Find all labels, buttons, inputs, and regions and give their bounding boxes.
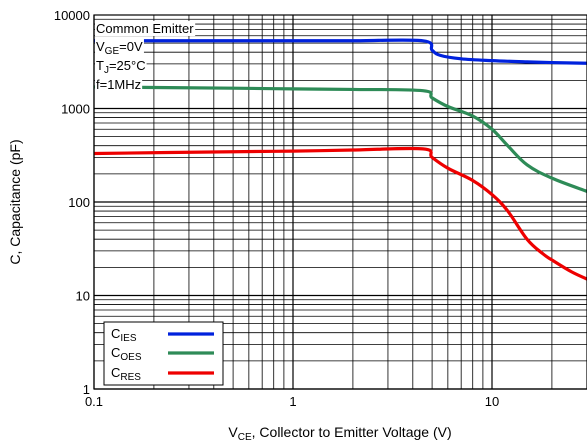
legend-label-main: C <box>111 365 120 380</box>
legend-label-oes: COES <box>111 345 142 363</box>
series-lines <box>94 38 587 281</box>
y-tick-label: 10 <box>76 289 90 304</box>
x-axis-label-main: V <box>228 424 238 440</box>
condition-main: V <box>96 39 105 54</box>
legend-label-main: C <box>111 345 120 360</box>
condition-text: TJ=25°C <box>96 58 146 76</box>
legend-label-main: C <box>111 326 120 341</box>
legend-label-sub: RES <box>120 372 141 383</box>
condition-sub: GE <box>105 46 120 57</box>
series-line-oes <box>94 85 587 193</box>
condition-main: f=1MHz <box>96 77 141 92</box>
series-line-ies <box>94 38 587 65</box>
legend-label-ies: CIES <box>111 326 137 344</box>
condition-background <box>95 39 144 57</box>
legend-label-res: CRES <box>111 365 141 383</box>
condition-background <box>95 21 196 36</box>
condition-main: T <box>96 58 104 73</box>
condition-background <box>95 77 143 92</box>
condition-text: Common Emitter <box>96 21 194 36</box>
x-axis-label: VCE, Collector to Emitter Voltage (V) <box>228 424 451 443</box>
y-tick-label: 1000 <box>61 102 90 117</box>
y-tick-label: 100 <box>68 195 90 210</box>
legend-label-sub: IES <box>120 333 136 344</box>
condition-main: Common Emitter <box>96 21 194 36</box>
y-tick-label: 10000 <box>54 8 90 23</box>
plot-frame <box>93 14 587 390</box>
condition-rest: =25°C <box>109 58 146 73</box>
condition-background <box>95 58 147 76</box>
y-axis-label: C, Capacitance (pF) <box>7 139 23 264</box>
condition-rest: =0V <box>119 39 143 54</box>
condition-text: f=1MHz <box>96 77 141 92</box>
x-axis-label-rest: , Collector to Emitter Voltage (V) <box>252 424 452 440</box>
condition-text: VGE=0V <box>96 39 143 57</box>
x-tick-label: 0.1 <box>85 394 103 409</box>
legend-label-sub: OES <box>120 352 141 363</box>
x-axis-label-sub: CE <box>238 432 252 443</box>
condition-sub: J <box>104 65 109 76</box>
y-tick-label: 1 <box>83 382 90 397</box>
x-tick-label: 10 <box>485 394 499 409</box>
series-line-res <box>94 146 587 281</box>
x-tick-label: 1 <box>289 394 296 409</box>
